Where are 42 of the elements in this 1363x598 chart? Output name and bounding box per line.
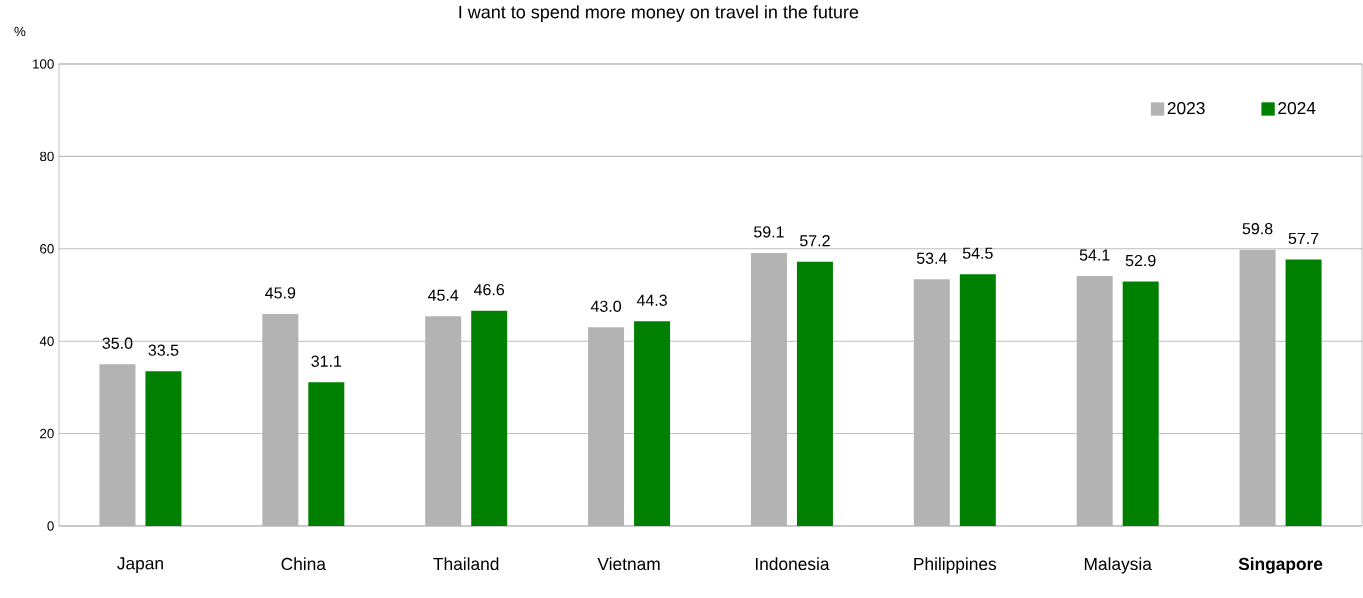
data-label: 46.6 (474, 284, 505, 296)
y-axis-title: % (14, 26, 26, 37)
bar (796, 261, 833, 526)
data-label: 52.9 (1125, 254, 1156, 267)
data-label: 59.1 (754, 226, 784, 238)
bar (1122, 281, 1159, 526)
y-tick-label: 80 (40, 151, 54, 162)
legend-label: 2024 (1278, 101, 1316, 115)
bar (634, 321, 671, 526)
y-tick-label: 60 (40, 244, 54, 254)
x-tick-label: Malaysia (1084, 557, 1152, 574)
data-label: 33.5 (148, 344, 179, 356)
y-tick-label: 40 (39, 336, 54, 346)
bar (959, 274, 996, 526)
data-label: 57.7 (1288, 232, 1319, 245)
x-tick-label: Singapore (1238, 557, 1323, 574)
data-label: 45.4 (428, 289, 459, 301)
x-tick-label: Thailand (433, 557, 499, 571)
data-label: 44.3 (636, 294, 667, 306)
data-label: 35.0 (102, 337, 133, 349)
data-label: 54.5 (962, 247, 993, 259)
x-tick-label: Vietnam (597, 557, 660, 571)
data-label: 53.4 (916, 252, 947, 264)
x-tick-label: China (281, 557, 326, 571)
data-label: 59.8 (1242, 223, 1273, 235)
bar (145, 371, 182, 526)
x-tick-label: Japan (117, 557, 163, 573)
data-label: 57.2 (800, 235, 830, 247)
bar (308, 382, 345, 526)
data-label: 54.1 (1079, 249, 1110, 261)
y-tick-label: 0 (47, 521, 54, 531)
bar (471, 310, 508, 526)
legend-label: 2023 (1167, 101, 1205, 115)
y-tick-label: 20 (40, 428, 54, 439)
bar (1285, 259, 1322, 526)
data-label: 43.0 (590, 300, 622, 312)
y-tick-label: 100 (33, 59, 54, 69)
data-label: 45.9 (265, 287, 296, 299)
chart-title: I want to spend more money on travel in the future (459, 5, 859, 22)
x-tick-label: Indonesia (755, 557, 830, 571)
data-label: 31.1 (311, 355, 342, 367)
x-tick-label: Philippines (914, 557, 997, 574)
